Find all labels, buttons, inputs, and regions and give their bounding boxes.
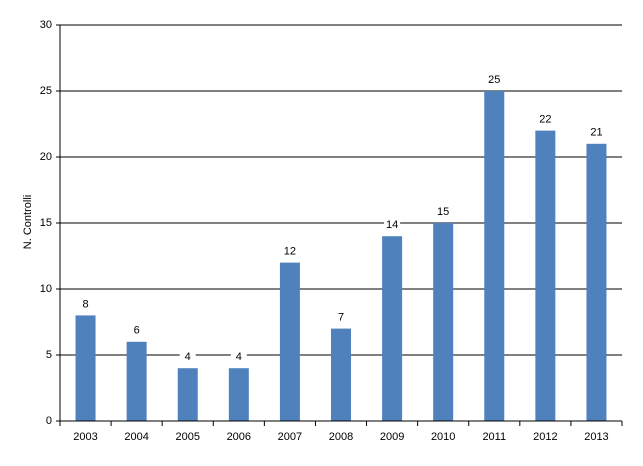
y-tick-label: 25 [40,85,52,97]
value-label-bg [537,113,554,126]
y-tick-label: 5 [46,349,52,361]
bar [331,328,351,421]
bar [126,341,147,421]
value-label-bg [281,245,298,258]
bar [484,91,505,421]
bar [177,368,198,421]
y-tick-label: 10 [40,283,52,295]
value-label: 25 [488,74,500,86]
bar [228,368,249,421]
x-tick-label: 2005 [175,431,199,443]
y-tick-label: 0 [46,415,52,427]
x-tick-label: 2004 [124,431,148,443]
x-tick-label: 2006 [227,431,251,443]
value-label-bg [486,74,503,86]
value-label-bg [128,324,145,337]
bar [586,143,607,422]
x-tick-label: 2013 [584,431,608,443]
value-label-bg [333,311,349,324]
y-tick-label: 20 [40,151,52,163]
value-label: 22 [539,114,551,126]
x-tick-label: 2012 [533,431,557,443]
value-label: 15 [437,206,449,218]
value-label-bg [384,219,401,232]
bar [75,315,96,421]
value-label: 6 [134,325,140,337]
x-tick-label: 2003 [73,431,97,443]
x-tick-label: 2010 [431,431,455,443]
value-label: 21 [590,127,602,139]
value-label-bg [230,351,247,364]
value-label-bg [588,126,605,139]
x-tick-label: 2008 [329,431,353,443]
bar [433,223,454,421]
bar [382,236,403,421]
value-label: 4 [236,351,242,363]
x-tick-label: 2007 [278,431,302,443]
value-label: 14 [386,219,398,231]
value-label-bg [435,206,452,218]
value-label-bg [179,351,196,364]
y-tick-label: 15 [40,217,52,229]
y-tick-label: 30 [40,19,52,31]
bar [279,262,300,421]
value-label: 7 [338,312,344,324]
bar [535,130,556,421]
y-axis-label: N. Controlli [22,195,34,249]
x-tick-label: 2009 [380,431,404,443]
value-label-bg [77,298,94,311]
x-tick-label: 2011 [482,431,506,443]
value-label: 12 [284,246,296,258]
value-label: 8 [82,298,88,310]
value-label: 4 [185,351,191,363]
